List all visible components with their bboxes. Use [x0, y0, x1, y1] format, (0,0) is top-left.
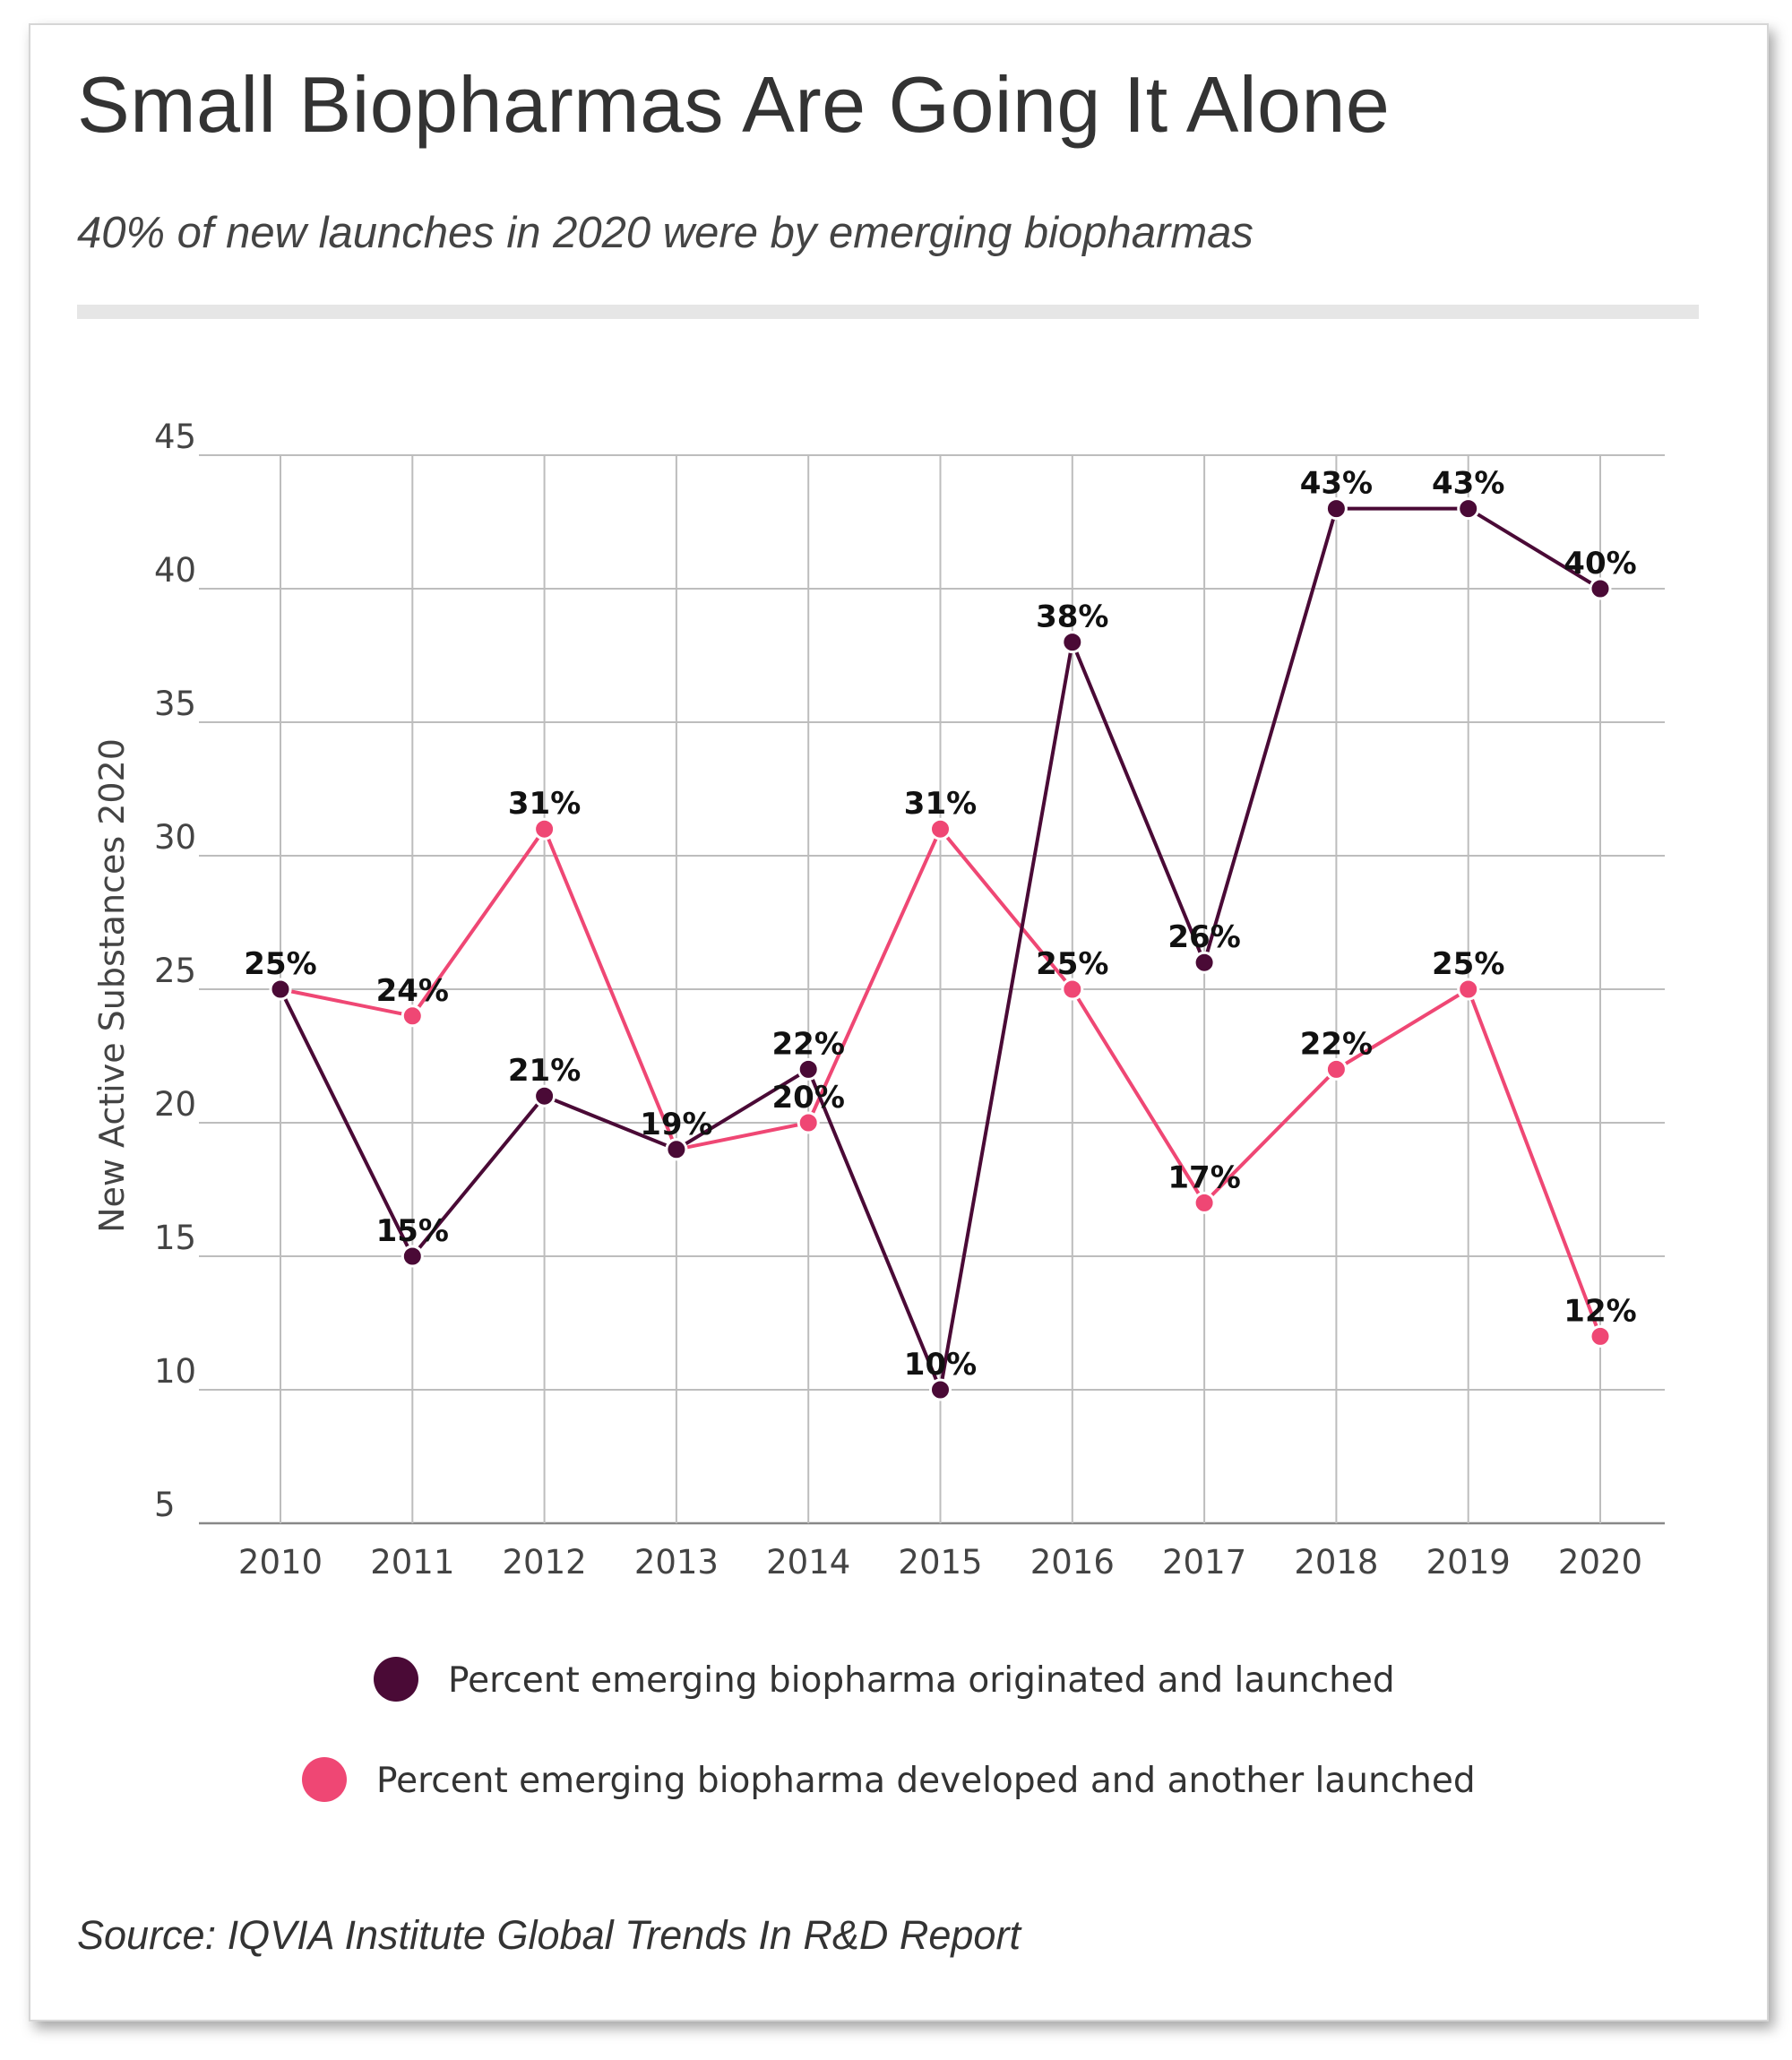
series-1-label-2017: 26%: [1167, 919, 1240, 955]
series-1-label-2011: 15%: [376, 1213, 449, 1249]
x-tick-label-2015: 2015: [898, 1543, 982, 1582]
series-2-point-2012: [533, 817, 556, 840]
series-2-point-2017: [1193, 1191, 1216, 1214]
series-1-point-2010: [269, 978, 292, 1001]
series-2-point-2011: [401, 1004, 424, 1028]
y-tick-label-30: 30: [154, 818, 196, 857]
legend-marker-2: [302, 1757, 347, 1802]
series-1-point-2015: [929, 1378, 952, 1401]
series-2-point-2018: [1324, 1057, 1348, 1081]
series-1-point-2014: [797, 1057, 820, 1081]
y-axis-ticks: 5 10 15 20 25 30 35 40 45: [154, 418, 196, 1524]
series-1-label-2018: 43%: [1300, 466, 1373, 502]
x-tick-label-2012: 2012: [503, 1543, 587, 1582]
x-tick-label-2011: 2011: [370, 1543, 454, 1582]
series-1-label-2015: 10%: [904, 1347, 977, 1383]
series-layer: [269, 497, 1612, 1401]
series-1-label-2016: 38%: [1036, 599, 1108, 635]
series-1-point-2012: [533, 1084, 556, 1108]
x-tick-label-2020: 2020: [1558, 1543, 1642, 1582]
series-1-point-2019: [1457, 497, 1480, 521]
series-1-point-2013: [665, 1138, 688, 1161]
legend-label-2: Percent emerging biopharma developed and…: [376, 1761, 1476, 1801]
series-2-label-2020: 12%: [1564, 1293, 1636, 1329]
series-1-label-2014: 22%: [772, 1026, 845, 1062]
series-2-point-2015: [929, 817, 952, 840]
y-tick-label-40: 40: [154, 551, 196, 590]
series-1-label-2019: 43%: [1432, 466, 1504, 502]
y-tick-label-15: 15: [154, 1219, 196, 1257]
legend: Percent emerging biopharma originated an…: [302, 1657, 1476, 1802]
x-tick-label-2018: 2018: [1294, 1543, 1378, 1582]
series-2-point-2014: [797, 1111, 820, 1134]
series-1-label-2013: 19%: [640, 1107, 712, 1142]
series-2-point-2016: [1061, 978, 1084, 1001]
series-1-label-2012: 21%: [508, 1053, 581, 1089]
series-1-label-2020: 40%: [1564, 546, 1636, 582]
x-tick-label-2014: 2014: [766, 1543, 850, 1582]
series-2-label-2010: 25%: [244, 946, 316, 982]
series-1-point-2016: [1061, 631, 1084, 654]
series-2-label-2012: 31%: [508, 786, 581, 822]
x-tick-label-2013: 2013: [634, 1543, 719, 1582]
chart-title: Small Biopharmas Are Going It Alone: [77, 60, 1391, 149]
series-2-label-2014: 20%: [772, 1080, 845, 1116]
series-1-point-2011: [401, 1245, 424, 1268]
x-tick-label-2016: 2016: [1030, 1543, 1115, 1582]
legend-marker-1: [374, 1657, 418, 1702]
series-2-label-2011: 24%: [376, 973, 449, 1009]
series-2-point-2020: [1589, 1324, 1612, 1348]
title-divider: [77, 305, 1699, 319]
series-2-point-2019: [1457, 978, 1480, 1001]
series-1-point-2018: [1324, 497, 1348, 521]
x-tick-label-2017: 2017: [1162, 1543, 1246, 1582]
legend-label-1: Percent emerging biopharma originated an…: [448, 1660, 1395, 1701]
chart-card: [29, 23, 1769, 2021]
series-1-point-2020: [1589, 577, 1612, 600]
source-note: Source: IQVIA Institute Global Trends In…: [77, 1912, 1021, 1958]
series-2-label-2018: 22%: [1300, 1026, 1373, 1062]
y-tick-label-35: 35: [154, 685, 196, 723]
series-2-label-2019: 25%: [1432, 946, 1504, 982]
y-tick-label-5: 5: [154, 1486, 176, 1524]
y-tick-label-45: 45: [154, 418, 196, 456]
series-2-label-2017: 17%: [1167, 1159, 1240, 1195]
x-tick-label-2019: 2019: [1426, 1543, 1511, 1582]
chart-subtitle: 40% of new launches in 2020 were by emer…: [77, 209, 1254, 257]
x-tick-label-2010: 2010: [238, 1543, 323, 1582]
y-axis-label: New Active Substances 2020: [92, 738, 132, 1233]
series-1-point-2017: [1193, 951, 1216, 974]
y-tick-label-25: 25: [154, 952, 196, 990]
series-2-label-2016: 25%: [1036, 946, 1108, 982]
x-axis-ticks: 2010 2011 2012 2013 2014 2015 2016 2017 2018 2019…: [238, 1543, 1642, 1582]
data-labels: 15% 21% 19% 22% 10% 38% 26% 43% 43% 40% 25% 24% 31% 2…: [244, 466, 1636, 1383]
series-2-label-2015: 31%: [904, 786, 977, 822]
y-tick-label-10: 10: [154, 1352, 196, 1391]
y-tick-label-20: 20: [154, 1085, 196, 1124]
